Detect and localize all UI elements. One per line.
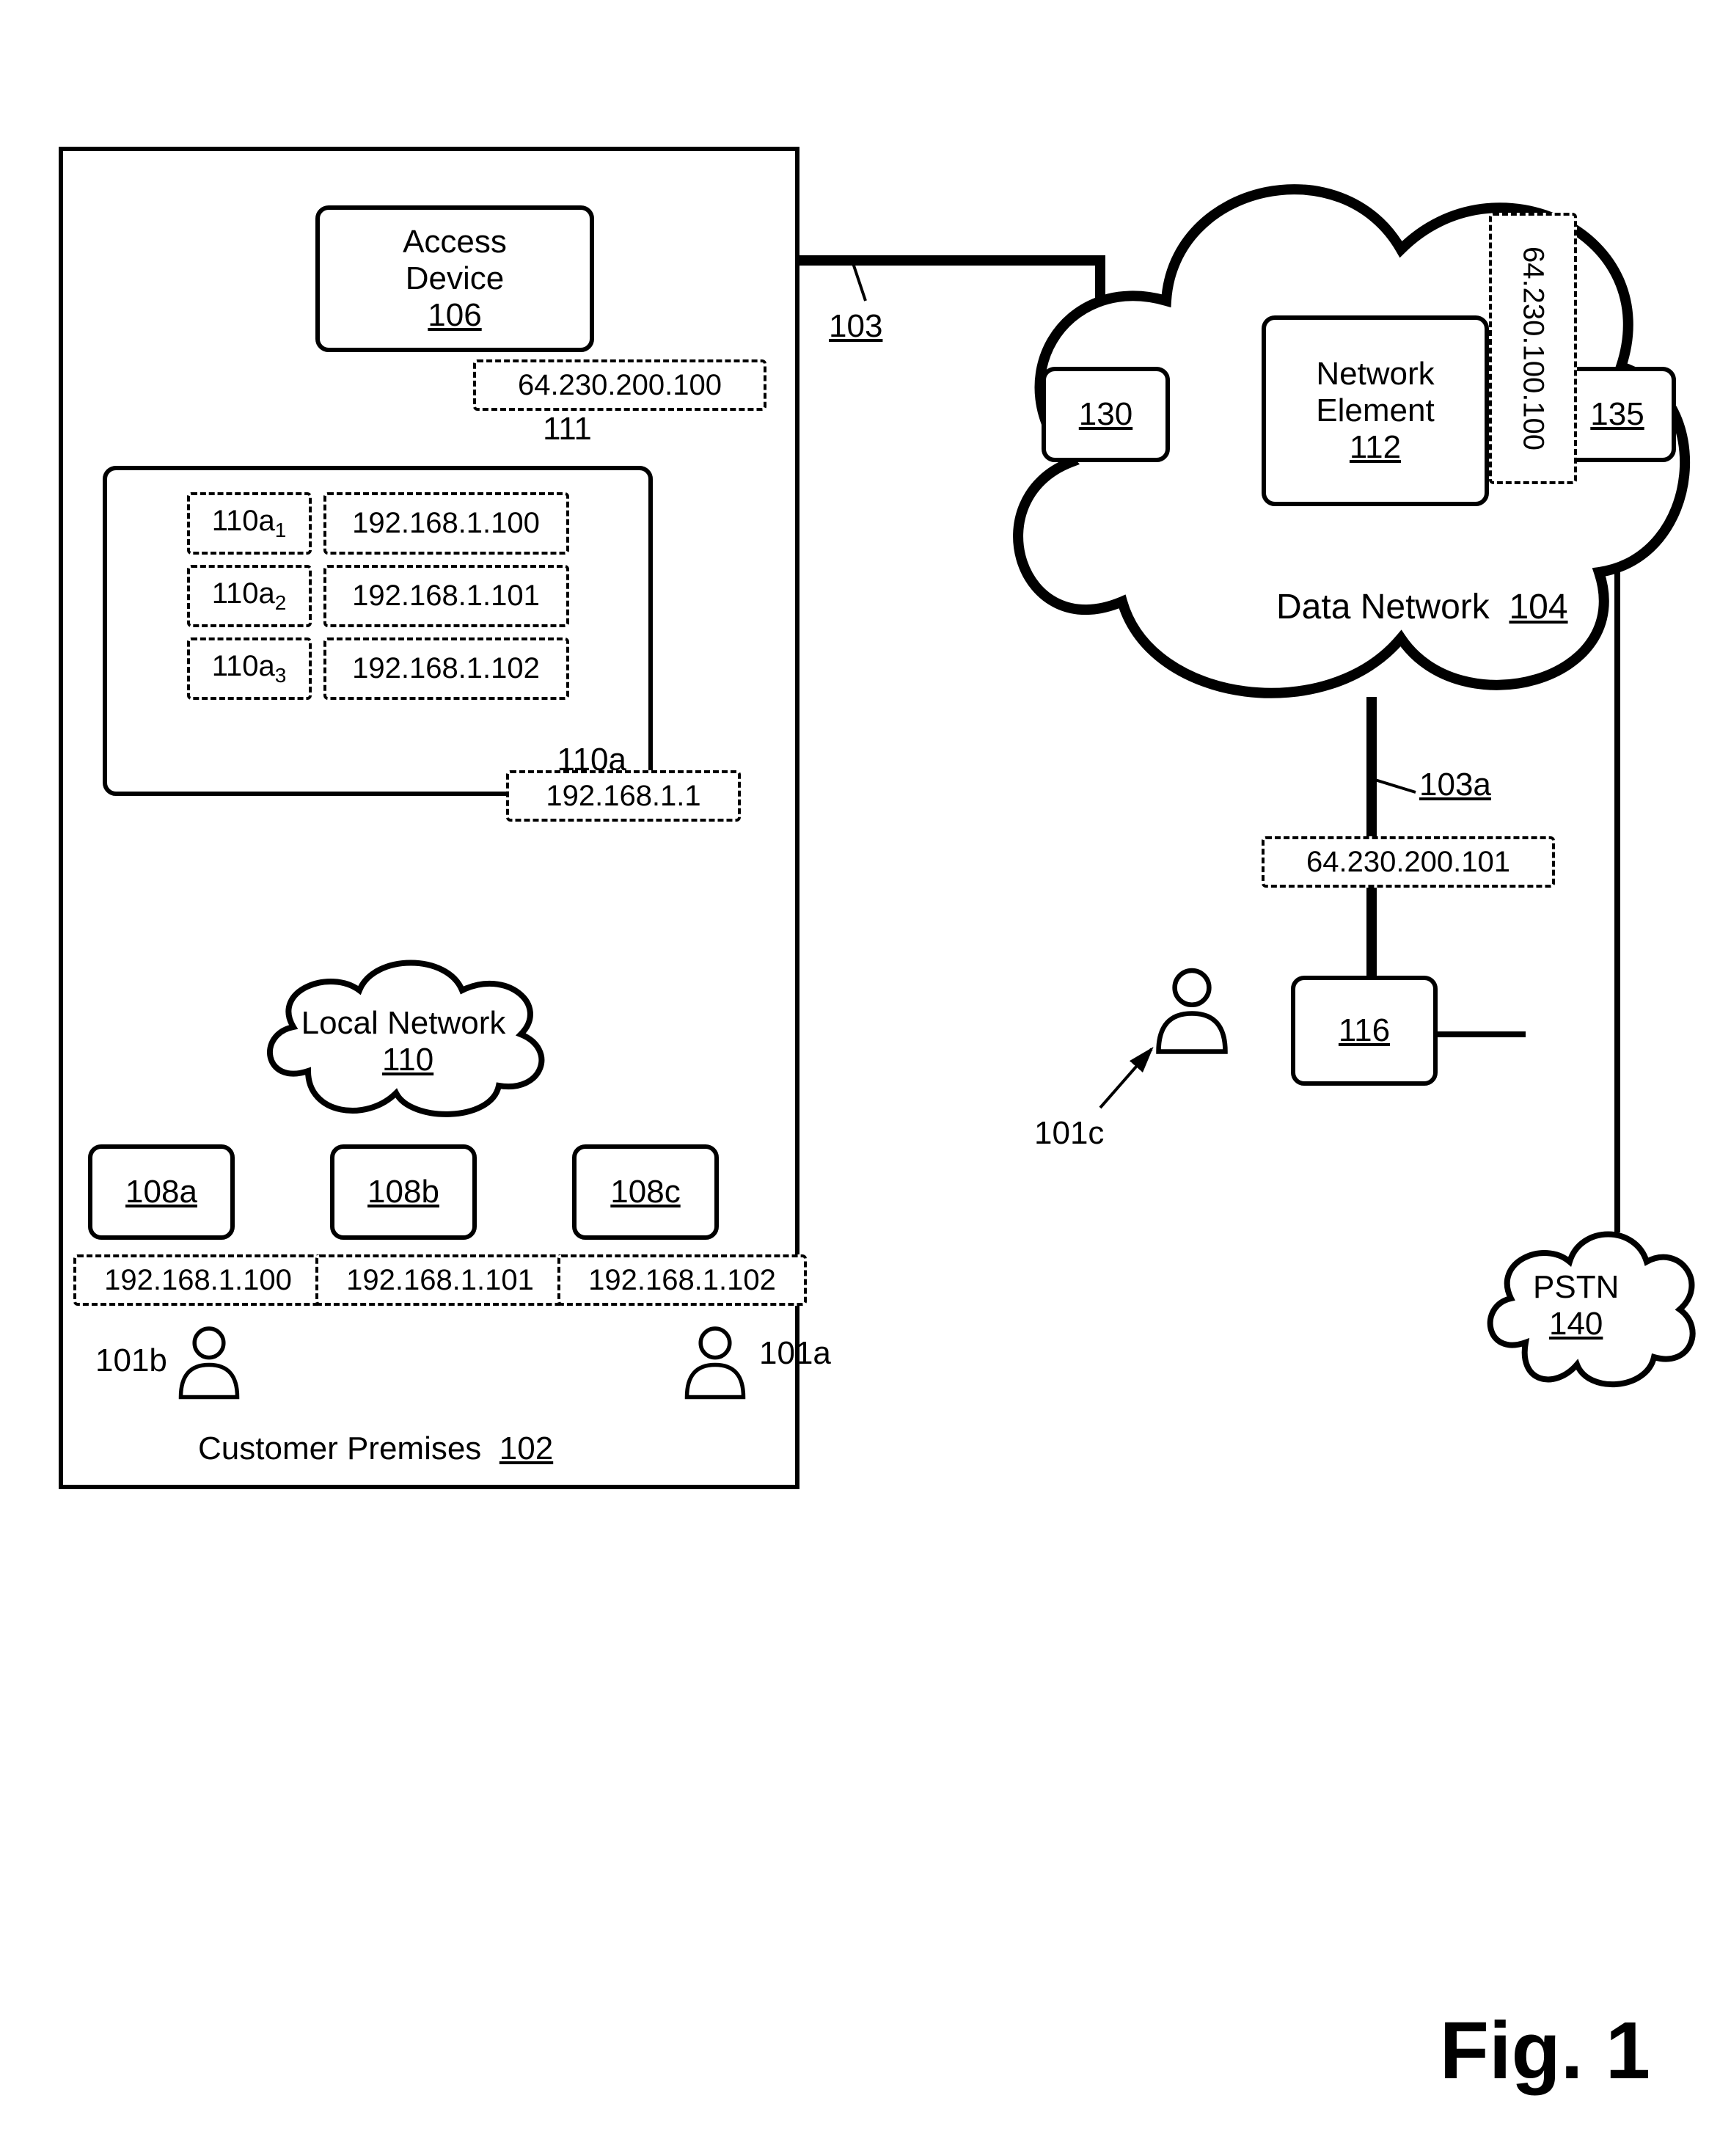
local-network-title: Local Network — [301, 1005, 506, 1041]
nat-row1-sub: 2 — [275, 591, 287, 614]
page: Customer Premises 102 Access Device 106 … — [0, 0, 1709, 2156]
network-element-line2: Element — [1316, 392, 1434, 429]
host-116-ip-box: 64.230.200.101 — [1262, 836, 1555, 888]
customer-premises-ref: 102 — [499, 1430, 553, 1466]
nat-row-right-3: 192.168.1.102 — [323, 637, 569, 700]
access-device-ref: 106 — [428, 297, 481, 334]
nat-block: 110a1 192.168.1.100 110a2 192.168.1.101 … — [103, 466, 653, 796]
client-108c-box: 108c — [572, 1144, 719, 1240]
figure-label: Fig. 1 — [1440, 2004, 1650, 2097]
person-101a-ref: 101a — [759, 1335, 831, 1372]
client-108b-box: 108b — [330, 1144, 477, 1240]
edge-135-ref: 135 — [1590, 396, 1644, 433]
customer-premises-title: Customer Premises — [198, 1430, 481, 1466]
local-network-label: Local Network 110 — [282, 1005, 524, 1078]
nat-row-right-2: 192.168.1.101 — [323, 565, 569, 627]
network-element-box: Network Element 112 — [1262, 315, 1489, 506]
client-108c-ip: 192.168.1.102 — [588, 1264, 776, 1297]
client-108b-ref: 108b — [367, 1174, 439, 1210]
data-network-title: Data Network — [1276, 588, 1490, 626]
client-108c-ip-box: 192.168.1.102 — [557, 1254, 807, 1306]
person-101a-icon — [675, 1320, 755, 1401]
client-108a-ref: 108a — [125, 1174, 197, 1210]
link-103a-label: 103a — [1419, 767, 1491, 803]
access-device-line1: Access — [403, 224, 507, 260]
link-103-label: 103 — [829, 308, 882, 345]
nat-inner-ip: 192.168.1.1 — [546, 780, 700, 813]
host-116-ip: 64.230.200.101 — [1306, 846, 1510, 879]
pstn-label: PSTN 140 — [1533, 1269, 1619, 1342]
network-element-line1: Network — [1316, 356, 1434, 392]
nat-row2-prefix: 110a — [212, 650, 275, 682]
person-101c-ref: 101c — [1034, 1115, 1104, 1152]
client-108c-ref: 108c — [610, 1174, 680, 1210]
access-device-ip-text: 64.230.200.100 — [518, 369, 722, 402]
access-device-line2: Device — [406, 260, 505, 297]
person-101b-icon — [169, 1320, 249, 1401]
edge-130-ref: 130 — [1079, 396, 1132, 433]
nat-row1-prefix: 110a — [212, 577, 275, 610]
client-108b-ip: 192.168.1.101 — [346, 1264, 534, 1297]
network-element-ref: 112 — [1350, 429, 1401, 466]
person-101b-ref: 101b — [95, 1342, 167, 1379]
data-network-label: Data Network 104 — [1276, 587, 1568, 627]
host-116-box: 116 — [1291, 976, 1438, 1086]
nat-row-left-1: 110a1 — [187, 492, 312, 555]
nat-row-right-1: 192.168.1.100 — [323, 492, 569, 555]
nat-row0-ip: 192.168.1.100 — [352, 507, 540, 540]
host-116-ref: 116 — [1339, 1012, 1390, 1049]
client-108a-ip-box: 192.168.1.100 — [73, 1254, 323, 1306]
nat-inner-ip-box: 192.168.1.1 — [506, 770, 741, 822]
access-device-box: Access Device 106 — [315, 205, 594, 352]
nat-row1-ip: 192.168.1.101 — [352, 580, 540, 613]
local-network-ref: 110 — [382, 1042, 433, 1078]
client-108a-ip: 192.168.1.100 — [104, 1264, 292, 1297]
nat-row0-prefix: 110a — [212, 505, 275, 537]
pstn-ref: 140 — [1533, 1306, 1619, 1342]
nat-row0-sub: 1 — [275, 519, 287, 541]
edge-135-ip: 64.230.100.100 — [1517, 246, 1550, 450]
edge-130-box: 130 — [1042, 367, 1170, 462]
person-101c-icon — [1144, 961, 1240, 1056]
customer-premises-label: Customer Premises 102 — [198, 1430, 553, 1467]
nat-row2-sub: 3 — [275, 664, 287, 687]
access-device-ip: 64.230.200.100 — [473, 359, 766, 411]
nat-row-left-3: 110a3 — [187, 637, 312, 700]
client-108b-ip-box: 192.168.1.101 — [315, 1254, 565, 1306]
pstn-title: PSTN — [1533, 1269, 1619, 1306]
nat-row-left-2: 110a2 — [187, 565, 312, 627]
nat-callout-111: 111 — [543, 411, 592, 447]
nat-row2-ip: 192.168.1.102 — [352, 652, 540, 685]
edge-135-ip-box: 64.230.100.100 — [1489, 213, 1577, 484]
data-network-ref: 104 — [1509, 588, 1567, 626]
client-108a-box: 108a — [88, 1144, 235, 1240]
